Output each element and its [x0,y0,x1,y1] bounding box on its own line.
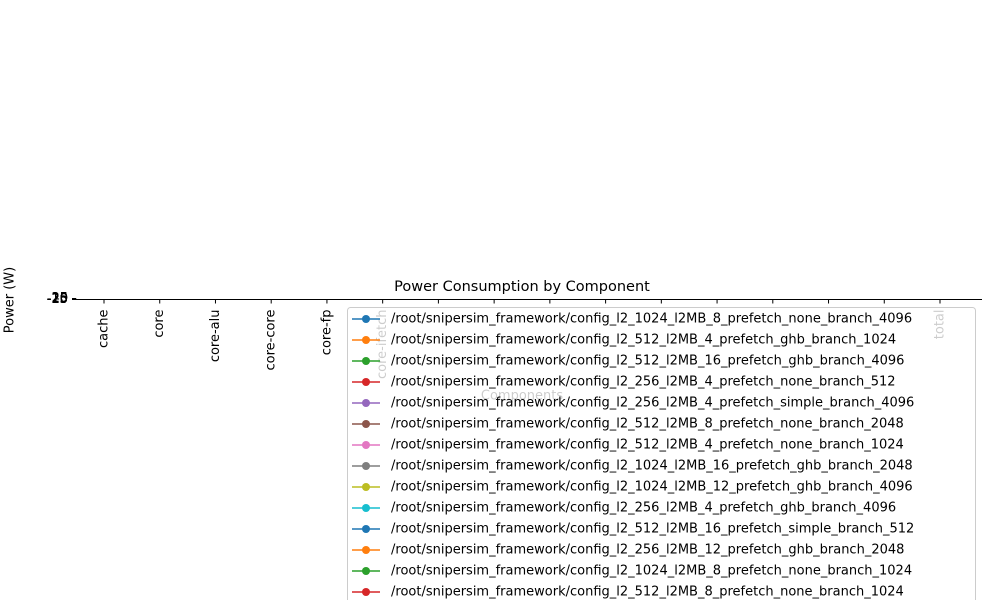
legend-marker [362,567,370,575]
legend-box [347,307,976,600]
legend-label: /root/snipersim_framework/config_l2_256_… [391,396,914,411]
legend-marker [362,378,370,386]
legend-marker [362,357,370,365]
legend-marker [362,420,370,428]
legend-label: /root/snipersim_framework/config_l2_1024… [391,564,912,579]
x-tick-label: core [152,310,167,338]
y-tick-label: -20 [47,292,68,307]
legend-marker [362,525,370,533]
y-tick-label: -15 [47,292,68,307]
y-tick-label: 25 [51,291,68,306]
y-axis-label: Power (W) [3,267,18,333]
x-tick-label: cache [97,309,112,348]
legend-label: /root/snipersim_framework/config_l2_512_… [391,354,904,369]
legend-label: /root/snipersim_framework/config_l2_512_… [391,522,914,537]
y-tick-label: 10 [51,291,68,306]
x-tick-label: core-core [264,310,279,371]
legend-label: /root/snipersim_framework/config_l2_1024… [391,312,912,327]
chart-title: Power Consumption by Component [394,279,650,295]
legend-label: /root/snipersim_framework/config_l2_1024… [391,459,913,474]
y-tick-label: 15 [51,291,68,306]
y-tick-label: 20 [51,291,68,306]
legend-marker [362,315,370,323]
y-tick-label: -5 [55,292,68,307]
legend-marker [362,483,370,491]
y-tick-label: -10 [47,292,68,307]
legend-marker [362,462,370,470]
legend-label: /root/snipersim_framework/config_l2_512_… [391,585,904,600]
legend-label: /root/snipersim_framework/config_l2_256_… [391,543,904,558]
y-tick-label: 0 [60,292,68,307]
legend-label: /root/snipersim_framework/config_l2_256_… [391,375,896,390]
legend-label: /root/snipersim_framework/config_l2_1024… [391,480,913,495]
legend-label: /root/snipersim_framework/config_l2_512_… [391,438,904,453]
legend-marker [362,399,370,407]
legend: /root/snipersim_framework/config_l2_1024… [347,307,976,600]
legend-marker [362,546,370,554]
legend-marker [362,588,370,596]
legend-label: /root/snipersim_framework/config_l2_256_… [391,501,896,516]
legend-marker [362,504,370,512]
x-tick-label: core-alu [208,310,223,363]
legend-label: /root/snipersim_framework/config_l2_512_… [391,417,904,432]
y-tick-label: 5 [60,291,68,306]
legend-marker [362,336,370,344]
y-tick-label: -25 [47,292,68,307]
legend-label: /root/snipersim_framework/config_l2_512_… [391,333,896,348]
x-tick-label: core-fp [319,310,334,356]
legend-marker [362,441,370,449]
